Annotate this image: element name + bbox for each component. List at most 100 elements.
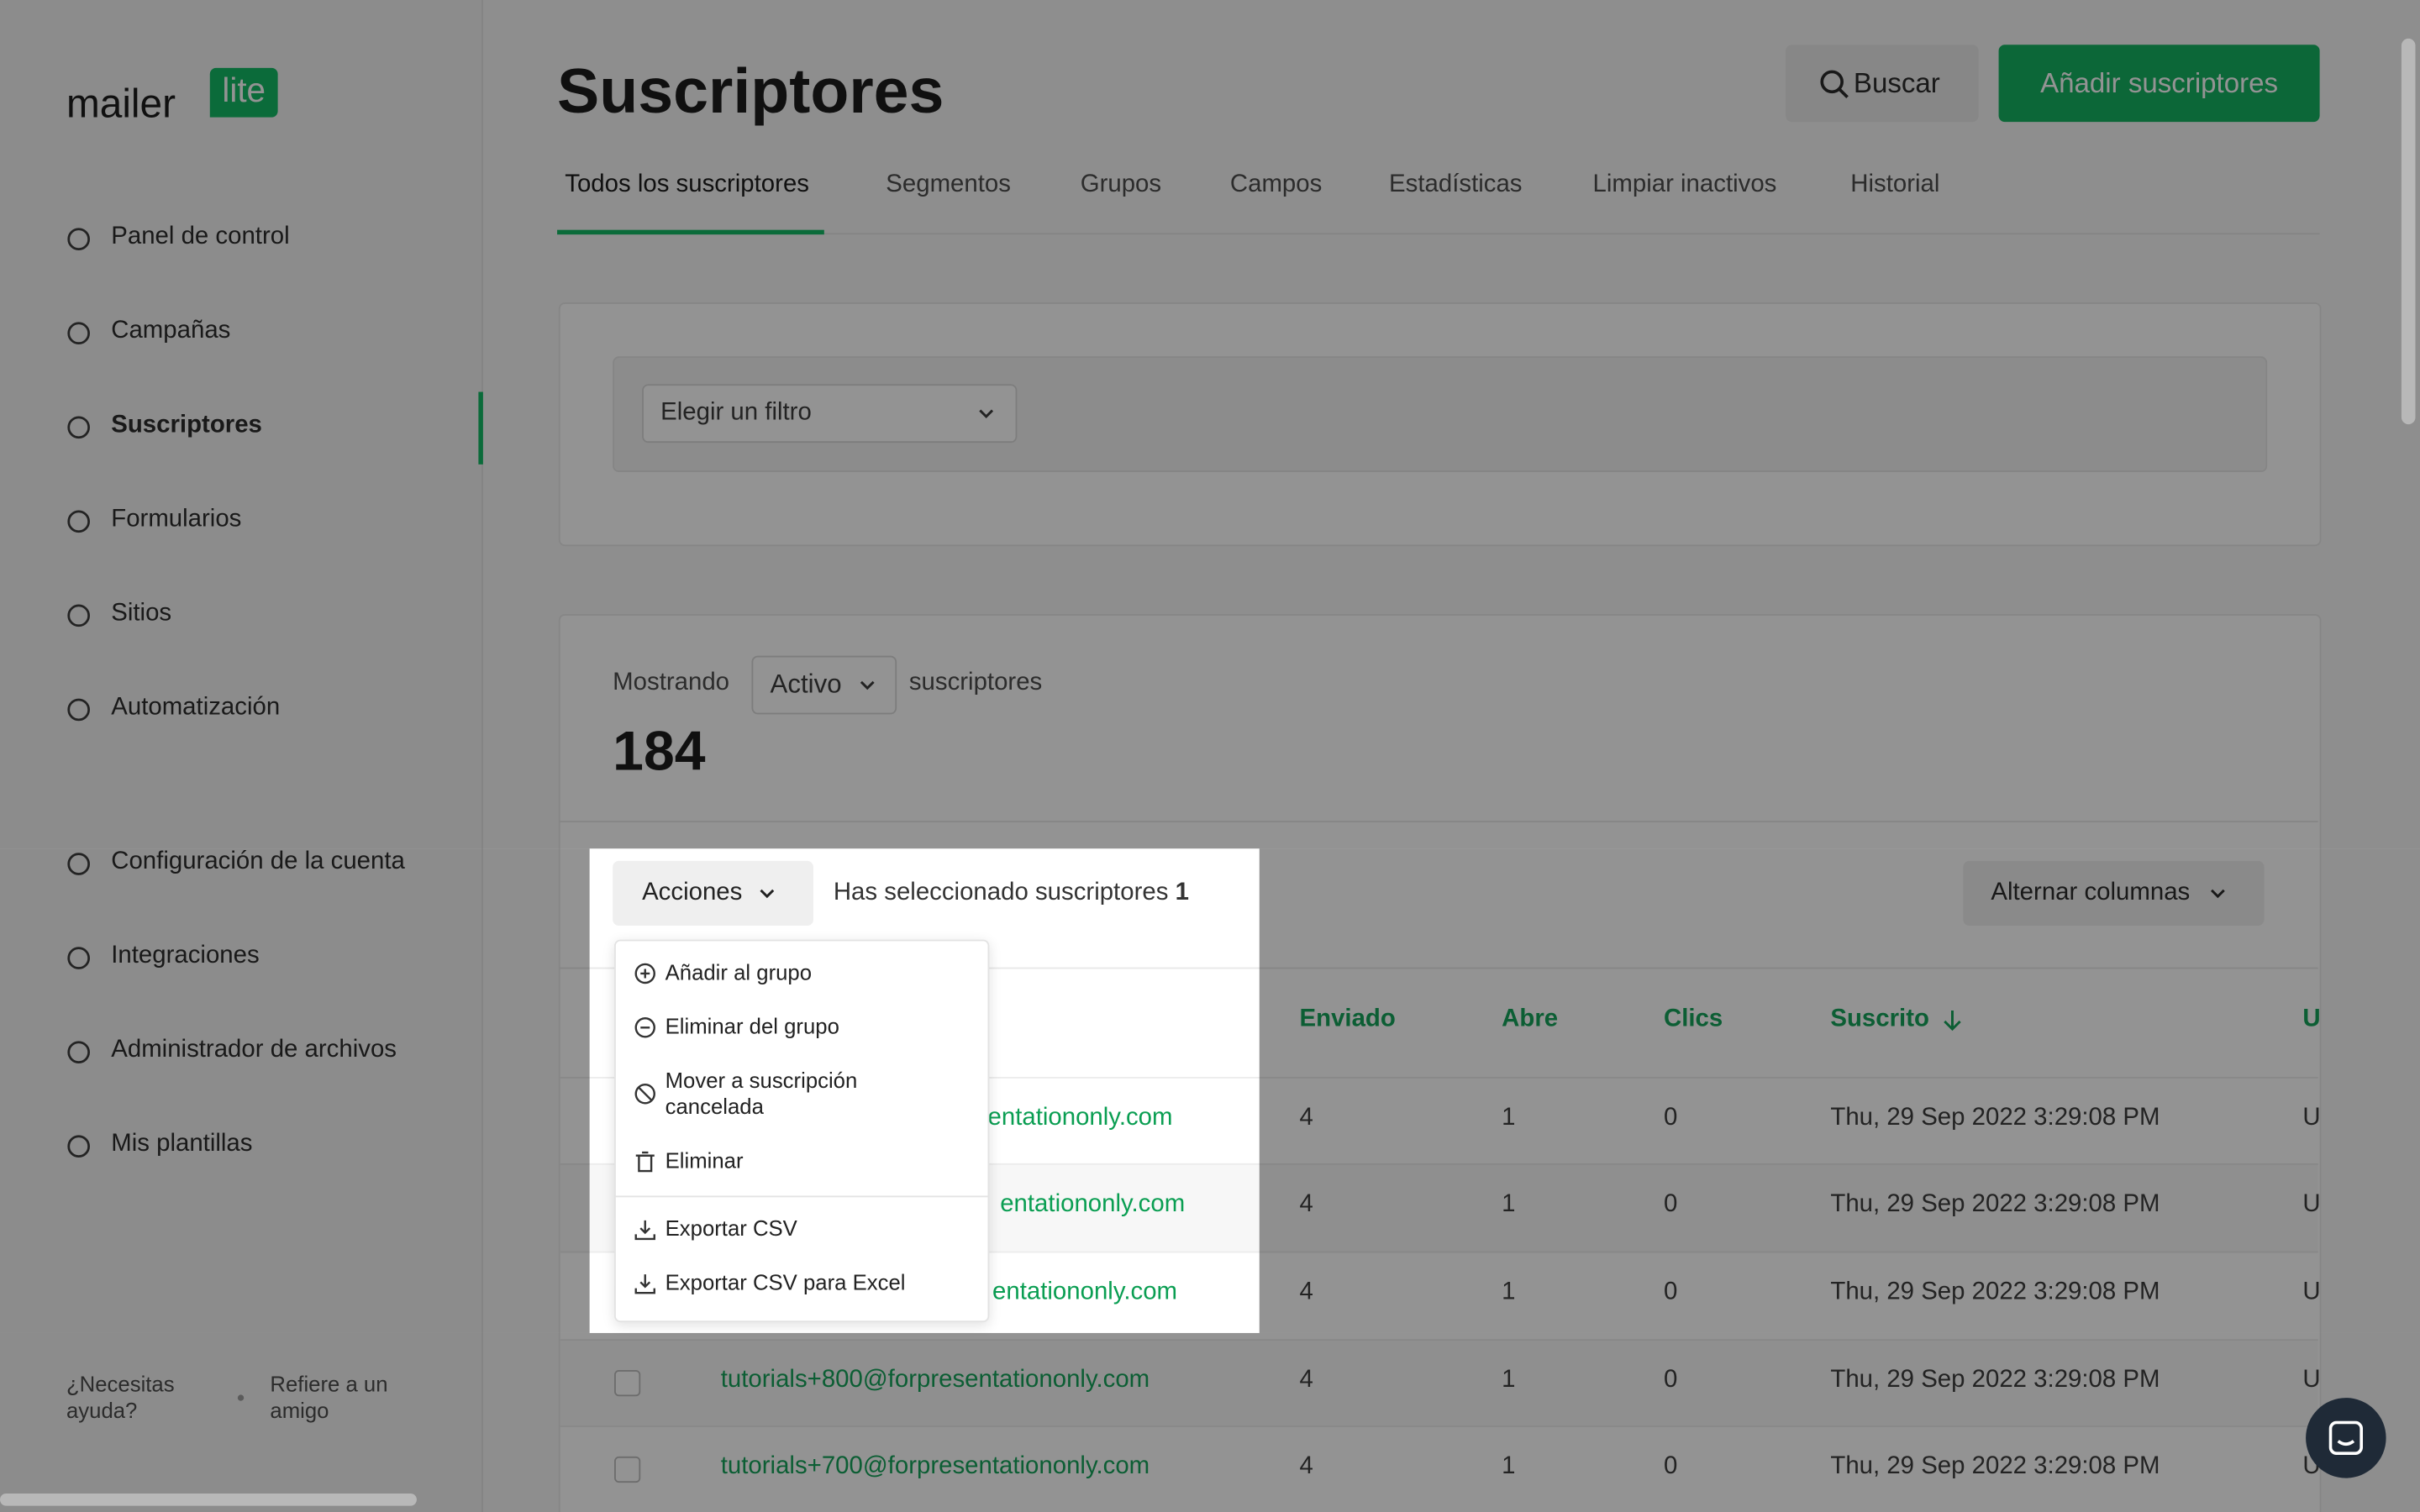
columns-button[interactable]: Alternar columnas [1963, 860, 2265, 927]
cell: 0 [1664, 1278, 1678, 1305]
email-link[interactable]: tutorials+700@forpresentationonly.com [720, 1453, 1150, 1480]
email-link[interactable]: tutorials+800@forpresentationonly.com [720, 1367, 1150, 1394]
icon-graphic [67, 853, 90, 875]
menu-item[interactable]: Añadir al grupo [665, 959, 813, 984]
cell: 0 [1664, 1453, 1678, 1480]
menu-item[interactable]: Exportar CSV para Excel [665, 1269, 906, 1295]
overlay [0, 848, 590, 1333]
add-button[interactable]: Añadir suscriptores [1998, 45, 2320, 123]
email-link[interactable]: entationonly.com [992, 1278, 1178, 1305]
status-select[interactable]: Activo [751, 655, 897, 715]
icon-graphic [634, 1017, 655, 1038]
column-header[interactable]: Clics [1664, 1005, 1723, 1032]
column-header[interactable]: U [2302, 1005, 2321, 1032]
column-header[interactable]: Abre [1502, 1005, 1559, 1032]
icon-graphic [67, 416, 90, 439]
nav-item[interactable]: Administrador de archivos [111, 1037, 397, 1063]
icon [631, 1215, 659, 1243]
cell: 0 [1664, 1105, 1678, 1131]
actions-label: Acciones [642, 879, 743, 906]
icon [65, 319, 92, 347]
search-label: Buscar [1853, 67, 1940, 99]
row-checkbox[interactable] [614, 1456, 641, 1483]
selection-label: Has seleccionado suscriptores [833, 879, 1169, 906]
chevron [760, 889, 775, 899]
icon [65, 1132, 92, 1160]
separator [237, 1394, 245, 1401]
cell: Thu, 29 Sep 2022 3:29:08 PM [1830, 1367, 2160, 1394]
cell: 4 [1299, 1190, 1313, 1218]
icon-graphic [67, 604, 90, 627]
menu-divider [614, 1195, 988, 1198]
cell: U [2302, 1105, 2321, 1131]
help-link[interactable]: ¿Necesitas ayuda? [66, 1371, 175, 1423]
icon-graphic [634, 1274, 655, 1294]
row-checkbox[interactable] [614, 1370, 641, 1397]
icon-graphic [67, 1135, 90, 1158]
logo-badge: lite [209, 67, 278, 118]
cell: 4 [1299, 1367, 1313, 1394]
icon [631, 1148, 659, 1176]
nav-item[interactable]: Integraciones [111, 942, 260, 969]
icon-graphic [635, 1151, 655, 1173]
menu-item[interactable]: Eliminar [665, 1147, 744, 1173]
icon-graphic [634, 963, 655, 984]
nav-item[interactable]: Configuración de la cuenta [111, 848, 405, 875]
icon [631, 1080, 659, 1108]
cell: 1 [1502, 1190, 1516, 1218]
icon-graphic [67, 1041, 90, 1063]
tab[interactable]: Todos los suscriptores [565, 171, 809, 198]
tab[interactable]: Campos [1229, 171, 1323, 198]
nav-item[interactable]: Panel de control [111, 223, 290, 250]
chat-button[interactable] [2306, 1398, 2386, 1478]
horizontal-scrollbar[interactable] [0, 1493, 417, 1506]
selection-count: 1 [1175, 879, 1189, 906]
page-title: Suscriptores [557, 55, 944, 127]
nav-item[interactable]: Automatización [111, 694, 281, 721]
cell: 0 [1664, 1190, 1678, 1218]
icon [65, 1038, 92, 1066]
search-button[interactable]: Buscar [1786, 45, 1979, 123]
overlay [0, 0, 2420, 849]
tab[interactable]: Estadísticas [1389, 171, 1523, 198]
email-link[interactable]: entationonly.com [1000, 1190, 1186, 1218]
cell: 4 [1299, 1278, 1313, 1305]
nav-item[interactable]: Campañas [111, 318, 231, 344]
cell: 0 [1664, 1367, 1678, 1394]
refer-link[interactable]: Refiere a un amigo [270, 1371, 388, 1423]
subscriber-count: 184 [613, 718, 706, 783]
tab[interactable]: Historial [1850, 171, 1940, 198]
nav-item[interactable]: Mis plantillas [111, 1131, 253, 1158]
nav-item[interactable]: Suscriptores [111, 412, 262, 438]
tabs-border [557, 233, 2320, 235]
cell: 1 [1502, 1105, 1516, 1131]
column-header[interactable]: Suscrito [1830, 1005, 1929, 1032]
nav-item[interactable]: Sitios [111, 600, 172, 627]
chevron [2211, 889, 2225, 899]
icon-graphic [67, 322, 90, 345]
tab-underline [557, 229, 824, 235]
sort-icon [1942, 1006, 1964, 1042]
icon [631, 1014, 659, 1042]
nav-item[interactable]: Formularios [111, 506, 242, 533]
tab[interactable]: Grupos [1080, 171, 1162, 198]
menu-item[interactable]: Eliminar del grupo [665, 1013, 839, 1039]
actions-button[interactable]: Acciones [613, 860, 813, 927]
menu-item[interactable]: Mover a suscripción cancelada [665, 1068, 858, 1119]
tab[interactable]: Segmentos [886, 171, 1011, 198]
chevron [979, 409, 994, 418]
filter-select[interactable]: Elegir un filtro [642, 384, 1018, 444]
icon [631, 1270, 659, 1298]
column-header[interactable]: Enviado [1299, 1005, 1396, 1032]
cell: Thu, 29 Sep 2022 3:29:08 PM [1830, 1278, 2160, 1305]
tab[interactable]: Limpiar inactivos [1592, 171, 1777, 198]
vertical-scrollbar[interactable] [2401, 38, 2416, 425]
icon [65, 413, 92, 441]
table-row [560, 1425, 2318, 1512]
cell: U [2302, 1278, 2321, 1305]
chevron [860, 680, 875, 690]
email-link[interactable]: entationonly.com [987, 1105, 1173, 1131]
icon-graphic [634, 1220, 655, 1241]
menu-item[interactable]: Exportar CSV [665, 1215, 797, 1241]
